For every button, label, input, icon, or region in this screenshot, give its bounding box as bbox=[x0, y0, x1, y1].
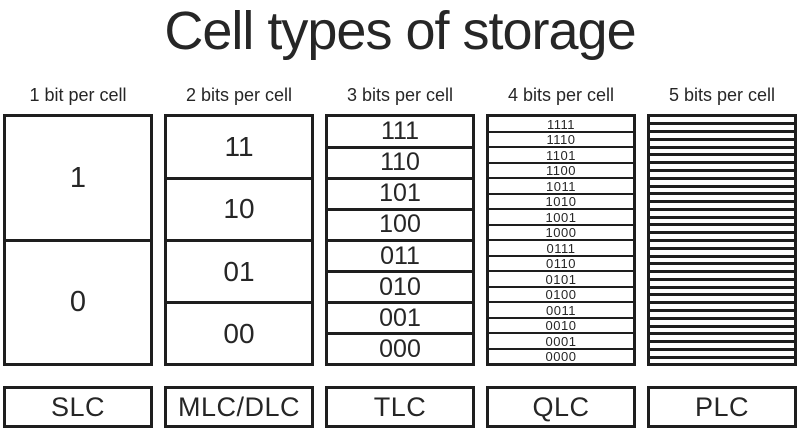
cell-mlc-dlc-2: 01 bbox=[167, 238, 311, 301]
cell-plc-29 bbox=[650, 340, 794, 348]
cell-tlc-6: 001 bbox=[328, 301, 472, 332]
column-header-plc: 5 bits per cell bbox=[668, 85, 776, 106]
cell-qlc-5: 1010 bbox=[489, 192, 633, 209]
cell-plc-23 bbox=[650, 293, 794, 301]
cell-mlc-dlc-3: 00 bbox=[167, 301, 311, 363]
type-label-qlc: QLC bbox=[486, 386, 636, 429]
cell-box-mlc-dlc: 11 10 01 00 bbox=[164, 114, 314, 367]
column-qlc: 4 bits per cell 1111 1110 1101 1100 1011 1010 1… bbox=[486, 83, 636, 367]
cell-plc-12 bbox=[650, 207, 794, 216]
column-header-tlc: 3 bits per cell bbox=[346, 85, 454, 106]
cell-box-tlc: 111 110 101 100 011 010 001 000 bbox=[325, 114, 475, 367]
cell-qlc-2: 1101 bbox=[489, 146, 633, 162]
cell-plc-20 bbox=[650, 270, 794, 278]
cell-plc-9 bbox=[650, 184, 794, 193]
column-mlc-dlc: 2 bits per cell 11 10 01 00 bbox=[164, 83, 314, 367]
cell-qlc-0: 1111 bbox=[546, 117, 576, 131]
cell-plc-17 bbox=[650, 246, 794, 255]
column-header-slc: 1 bit per cell bbox=[29, 85, 127, 106]
cell-plc-27 bbox=[650, 324, 794, 333]
column-header-qlc: 4 bits per cell bbox=[507, 85, 615, 106]
cell-plc-19 bbox=[650, 262, 794, 270]
cell-plc-15 bbox=[650, 231, 794, 239]
labels-row: SLC MLC/DLC TLC QLC PLC bbox=[0, 386, 800, 429]
cell-slc-1: 0 bbox=[6, 238, 150, 364]
cell-box-plc bbox=[647, 114, 797, 367]
cell-qlc-11: 0100 bbox=[489, 285, 633, 302]
cell-qlc-4: 1011 bbox=[489, 177, 633, 193]
cell-plc-2 bbox=[650, 130, 794, 138]
cell-plc-3 bbox=[650, 137, 794, 146]
columns-row: 1 bit per cell 1 0 2 bits per cell 11 10 01 00 3… bbox=[0, 83, 800, 367]
cell-plc-31 bbox=[650, 355, 794, 364]
type-label-mlc-dlc: MLC/DLC bbox=[164, 386, 314, 429]
cell-tlc-4: 011 bbox=[328, 238, 472, 270]
cell-qlc-6: 1001 bbox=[489, 208, 633, 224]
cell-plc-6 bbox=[650, 161, 794, 169]
cell-plc-4 bbox=[650, 145, 794, 154]
cell-plc-11 bbox=[650, 200, 794, 208]
cell-plc-24 bbox=[650, 301, 794, 309]
cell-qlc-9: 0110 bbox=[489, 254, 633, 271]
cell-plc-25 bbox=[650, 309, 794, 317]
cell-tlc-0: 111 bbox=[380, 117, 419, 146]
cell-plc-13 bbox=[650, 215, 794, 224]
cell-qlc-1: 1110 bbox=[489, 130, 633, 147]
cell-tlc-1: 110 bbox=[328, 145, 472, 177]
cell-box-qlc: 1111 1110 1101 1100 1011 1010 1001 1000 0111 0110… bbox=[486, 114, 636, 367]
cell-tlc-7: 000 bbox=[328, 332, 472, 363]
cell-plc-1 bbox=[650, 122, 794, 130]
cell-tlc-3: 100 bbox=[328, 207, 472, 239]
cell-tlc-5: 010 bbox=[328, 270, 472, 301]
cell-qlc-15: 0000 bbox=[489, 347, 633, 364]
cell-plc-18 bbox=[650, 254, 794, 263]
cell-plc-21 bbox=[650, 277, 794, 286]
type-label-slc: SLC bbox=[3, 386, 153, 429]
cell-qlc-3: 1100 bbox=[489, 161, 633, 178]
cell-qlc-13: 0010 bbox=[489, 316, 633, 333]
cell-plc-16 bbox=[650, 238, 794, 247]
cell-plc-7 bbox=[650, 168, 794, 177]
column-plc: 5 bits per cell bbox=[647, 83, 797, 367]
cell-plc-14 bbox=[650, 223, 794, 231]
page-title: Cell types of storage bbox=[164, 1, 636, 61]
cell-plc-22 bbox=[650, 285, 794, 294]
column-tlc: 3 bits per cell 111 110 101 100 011 010 001 000 bbox=[325, 83, 475, 367]
type-label-tlc: TLC bbox=[325, 386, 475, 429]
cell-tlc-2: 101 bbox=[328, 176, 472, 208]
cell-qlc-7: 1000 bbox=[489, 223, 633, 240]
cell-qlc-14: 0001 bbox=[489, 332, 633, 348]
cell-qlc-8: 0111 bbox=[489, 239, 633, 255]
cell-qlc-10: 0101 bbox=[489, 270, 633, 286]
cell-mlc-dlc-1: 10 bbox=[167, 176, 311, 239]
cell-slc-0: 1 bbox=[69, 161, 87, 194]
cell-mlc-dlc-0: 11 bbox=[224, 131, 254, 163]
cell-plc-26 bbox=[650, 316, 794, 325]
cell-plc-30 bbox=[650, 347, 794, 356]
cell-plc-28 bbox=[650, 332, 794, 340]
cell-qlc-12: 0011 bbox=[489, 301, 633, 317]
cell-plc-5 bbox=[650, 153, 794, 161]
type-label-plc: PLC bbox=[647, 386, 797, 429]
cell-plc-8 bbox=[650, 176, 794, 185]
cell-plc-10 bbox=[650, 192, 794, 200]
column-slc: 1 bit per cell 1 0 bbox=[3, 83, 153, 367]
column-header-mlc-dlc: 2 bits per cell bbox=[185, 85, 293, 106]
